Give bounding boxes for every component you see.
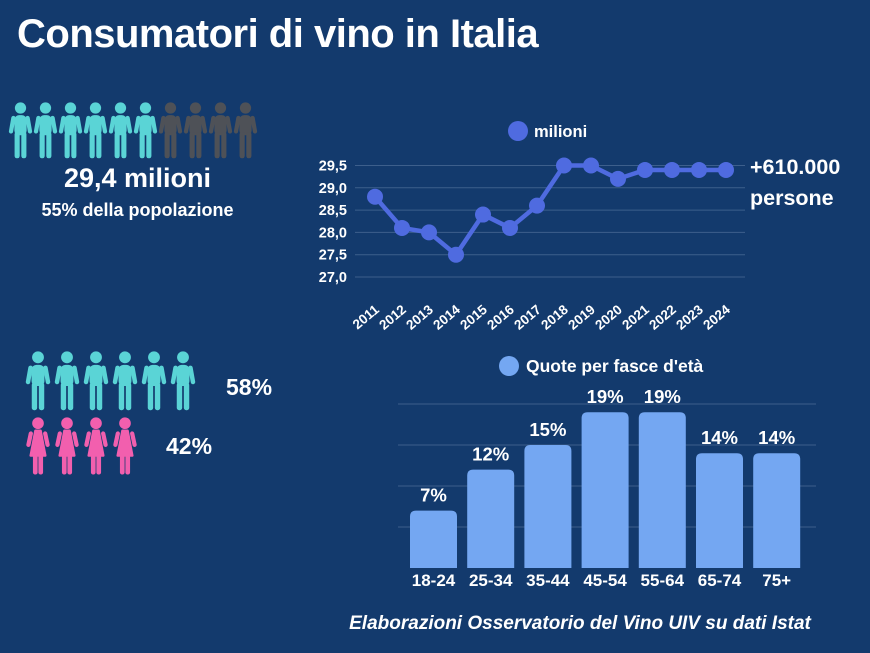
- line-point: [448, 246, 464, 263]
- line-point: [718, 161, 734, 178]
- population-pictogram: [8, 102, 258, 159]
- line-point: [367, 188, 383, 205]
- population-value: 29,4 milioni: [63, 163, 212, 193]
- y-tick-label: 28,0: [319, 225, 347, 241]
- x-tick-label: 2015: [457, 302, 490, 333]
- y-tick-label: 29,0: [319, 181, 347, 197]
- y-tick-label: 27,0: [319, 270, 347, 286]
- female-pictogram: [24, 417, 139, 476]
- person-icon: [183, 102, 208, 159]
- bar: [696, 453, 743, 568]
- x-tick-label: 2023: [673, 302, 706, 333]
- line-chart: 27,0 27,5 28,0 28,5 29,0 29,5 2011201220132014…: [319, 121, 745, 333]
- bar-value-label: 7%: [420, 485, 447, 506]
- x-category-label: 18-24: [412, 571, 456, 590]
- male-share-label: 58%: [226, 374, 273, 400]
- person-icon: [141, 351, 167, 411]
- bar-value-label: 19%: [644, 386, 681, 407]
- person-icon: [208, 102, 233, 159]
- female-share-label: 42%: [166, 433, 213, 459]
- line-point: [583, 157, 599, 174]
- x-tick-label: 2017: [511, 302, 544, 333]
- person-icon: [112, 351, 138, 411]
- source-footer: Elaborazioni Osservatorio del Vino UIV s…: [349, 613, 811, 634]
- x-tick-label: 2016: [484, 302, 517, 333]
- x-category-label: 45-54: [583, 571, 627, 590]
- bar-value-label: 14%: [758, 427, 795, 448]
- bar-value-label: 19%: [587, 386, 624, 407]
- male-pictogram: [24, 351, 197, 411]
- y-tick-label: 29,5: [319, 159, 347, 175]
- bar: [638, 412, 686, 568]
- bar-value-label: 14%: [701, 427, 738, 448]
- line-point: [610, 170, 626, 187]
- woman-icon: [84, 417, 108, 475]
- line-point: [394, 219, 410, 236]
- bar-value-label: 15%: [529, 419, 566, 440]
- x-tick-label: 2024: [700, 302, 733, 333]
- annotation-line2: persone: [750, 185, 834, 210]
- person-icon: [108, 102, 133, 159]
- legend-label: milioni: [534, 123, 587, 141]
- x-category-label: 55-64: [641, 571, 685, 590]
- line-chart-annotation: +610.000 persone: [750, 152, 865, 213]
- person-icon: [83, 351, 109, 411]
- person-icon: [133, 102, 158, 159]
- x-tick-label: 2012: [376, 302, 409, 333]
- person-icon: [25, 351, 51, 411]
- person-icon: [83, 102, 108, 159]
- x-tick-label: 2020: [592, 302, 625, 333]
- line-point: [502, 219, 518, 236]
- person-icon: [8, 102, 33, 159]
- page-title: Consumatori di vino in Italia: [17, 12, 539, 56]
- x-tick-label: 2021: [619, 302, 652, 333]
- bar-value-label: 12%: [472, 444, 509, 465]
- legend-label: Quote per fasce d'età: [526, 356, 704, 376]
- woman-icon: [113, 417, 137, 475]
- x-tick-label: 2018: [538, 302, 571, 333]
- x-tick-label: 2013: [403, 302, 436, 333]
- line-point: [637, 161, 653, 178]
- x-tick-label: 2011: [350, 301, 382, 332]
- x-category-label: 25-34: [469, 571, 513, 590]
- legend-dot: [499, 356, 519, 376]
- y-tick-label: 28,5: [319, 203, 347, 219]
- line-point: [475, 206, 491, 223]
- woman-icon: [26, 417, 50, 475]
- x-category-label: 65-74: [698, 571, 742, 590]
- line-point: [556, 157, 572, 174]
- x-category-label: 75+: [762, 571, 791, 590]
- population-share: 55% della popolazione: [41, 200, 234, 220]
- x-tick-label: 2019: [565, 302, 598, 333]
- line-point: [529, 197, 545, 214]
- bar: [467, 469, 515, 568]
- x-category-label: 35-44: [526, 571, 570, 590]
- bar: [581, 412, 629, 568]
- annotation-line1: +610.000: [750, 155, 841, 179]
- person-icon: [233, 102, 258, 159]
- person-icon: [58, 102, 83, 159]
- bar: [524, 445, 572, 568]
- person-icon: [54, 351, 80, 411]
- line-point: [664, 161, 680, 178]
- bar-chart: 7% 18-24 12% 25-34 15% 35-44 19% 45-54 19% 55-64 1…: [398, 356, 816, 590]
- person-icon: [170, 351, 196, 411]
- legend-dot: [508, 121, 528, 141]
- woman-icon: [55, 417, 79, 475]
- y-tick-label: 27,5: [319, 248, 347, 264]
- line-point: [691, 161, 707, 178]
- bar: [753, 453, 801, 568]
- x-tick-label: 2014: [430, 302, 463, 333]
- person-icon: [158, 102, 183, 159]
- x-tick-label: 2022: [646, 302, 679, 333]
- bar: [410, 510, 457, 568]
- person-icon: [33, 102, 58, 159]
- line-point: [421, 224, 437, 241]
